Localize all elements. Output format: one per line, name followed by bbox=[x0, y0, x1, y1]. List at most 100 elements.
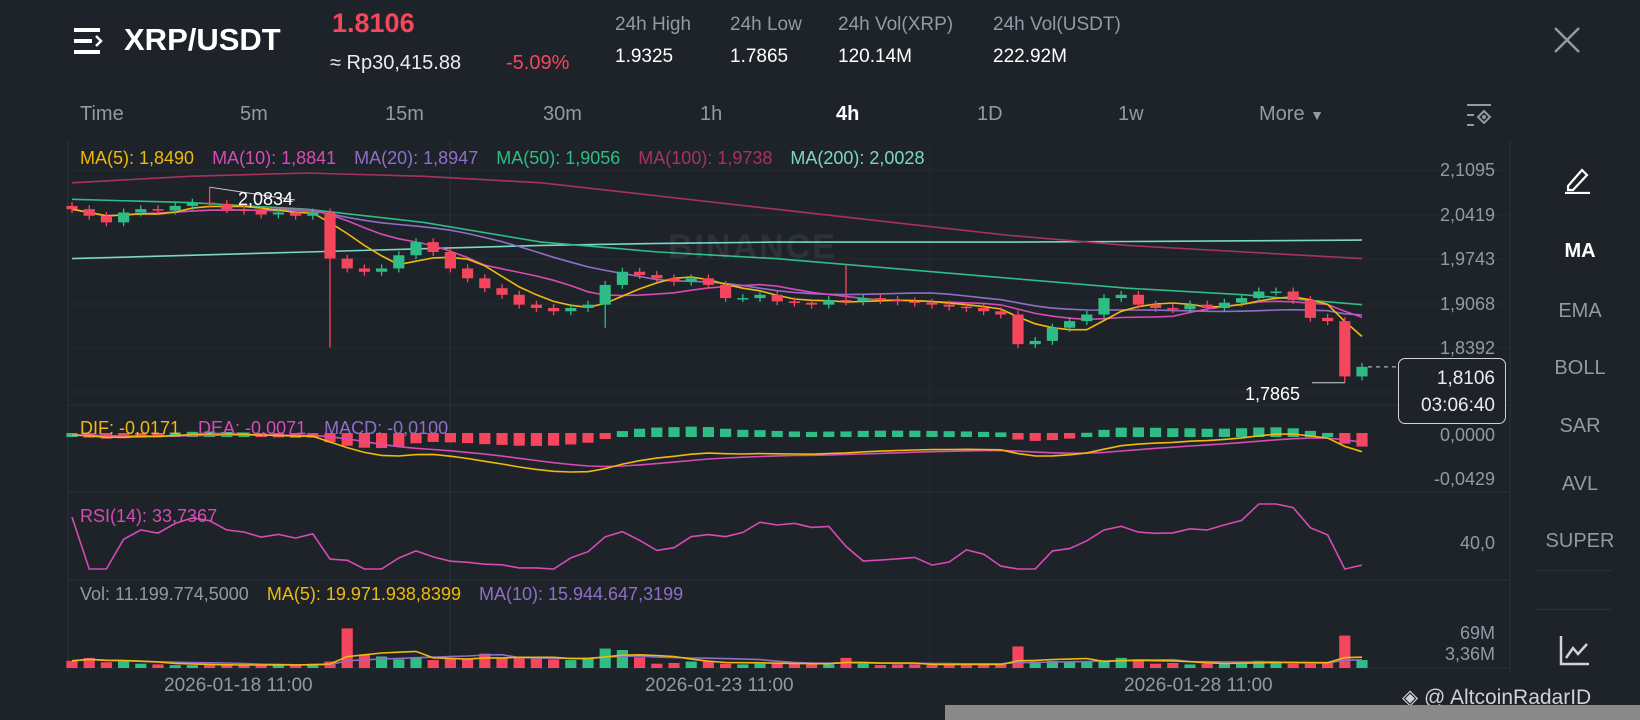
rsi-line bbox=[71, 503, 1363, 570]
macd-bar bbox=[496, 433, 508, 445]
volume-bar bbox=[1270, 662, 1282, 668]
candle-body bbox=[496, 288, 508, 295]
volume-bar bbox=[926, 665, 938, 668]
tab-1d[interactable]: 1D bbox=[977, 103, 1003, 125]
candle-body bbox=[1064, 321, 1076, 328]
volume-bar bbox=[135, 663, 147, 668]
tab-time[interactable]: Time bbox=[80, 103, 124, 125]
last-price-tag: 1,8106 03:06:40 bbox=[1398, 358, 1506, 424]
high-marker: 2,0834 bbox=[238, 189, 294, 209]
ma50-line bbox=[71, 198, 1363, 306]
indicator-sar[interactable]: SAR bbox=[1559, 415, 1601, 437]
macd-bar bbox=[479, 433, 491, 445]
macd-bar bbox=[771, 430, 783, 437]
ma-legend: MA(5): 1,8490 MA(10): 1,8841 MA(20): 1,894… bbox=[80, 148, 942, 169]
date-label: 2026-01-28 11:00 bbox=[1124, 675, 1273, 696]
candle-body bbox=[358, 268, 370, 272]
candle-body bbox=[1339, 321, 1351, 377]
candle-body bbox=[1201, 304, 1213, 308]
price-change: -5.09% bbox=[506, 52, 570, 74]
stat-value-24h-low: 1.7865 bbox=[730, 46, 789, 67]
macd-bar bbox=[1098, 429, 1110, 437]
tab-15m[interactable]: 15m bbox=[385, 103, 424, 125]
macd-bar bbox=[754, 430, 766, 437]
indicator-ma[interactable]: MA bbox=[1564, 240, 1596, 262]
candle-body bbox=[186, 202, 198, 206]
candle-body bbox=[582, 304, 594, 308]
low-marker: 1,7865 bbox=[1245, 384, 1301, 404]
volume-bar bbox=[599, 648, 611, 668]
tab-1w[interactable]: 1w bbox=[1118, 103, 1144, 125]
candle-body bbox=[66, 205, 78, 210]
candle-body bbox=[651, 275, 663, 279]
candle-body bbox=[943, 304, 955, 307]
volume-bar bbox=[152, 664, 164, 668]
macd-bar bbox=[1167, 428, 1179, 437]
candle-body bbox=[1132, 294, 1144, 305]
close-icon[interactable] bbox=[1553, 26, 1581, 59]
legend-item: MA(200): 2,0028 bbox=[790, 148, 925, 168]
chart-settings-icon[interactable] bbox=[1464, 102, 1494, 135]
tab-5m[interactable]: 5m bbox=[240, 103, 268, 125]
candle-body bbox=[1167, 307, 1179, 310]
legend-item: MA(20): 1,8947 bbox=[354, 148, 479, 168]
macd-bar bbox=[651, 427, 663, 437]
candle-body bbox=[806, 302, 818, 305]
legend-item: MA(5): 19.971.938,8399 bbox=[266, 584, 461, 604]
date-label: 2026-01-18 11:00 bbox=[164, 675, 313, 696]
high-marker-line bbox=[209, 186, 296, 201]
tab-30m[interactable]: 30m bbox=[543, 103, 582, 125]
macd-bar bbox=[1064, 433, 1076, 439]
candle-body bbox=[324, 212, 336, 259]
macd-bar bbox=[376, 433, 388, 449]
candle-body bbox=[479, 278, 491, 289]
indicator-avl[interactable]: AVL bbox=[1561, 473, 1599, 495]
credit: ◈ @ AltcoinRadarID bbox=[1402, 685, 1591, 710]
candle-body bbox=[444, 251, 456, 269]
indicator-boll[interactable]: BOLL bbox=[1554, 357, 1606, 379]
volume-bar bbox=[186, 665, 198, 668]
volume-bar bbox=[1201, 663, 1213, 668]
macd-bar bbox=[444, 433, 456, 443]
indicator-chart-icon[interactable] bbox=[1559, 634, 1591, 671]
price-axis-label: 1,8392 bbox=[1439, 338, 1495, 358]
macd-bar bbox=[874, 430, 886, 437]
sidebar-divider bbox=[1536, 609, 1612, 610]
stat-label-vol-xrp: 24h Vol(XRP) bbox=[838, 14, 954, 35]
tab-more[interactable]: More ▼ bbox=[1259, 103, 1324, 126]
legend-item: MACD: -0,0100 bbox=[324, 418, 449, 438]
price-axis-label: 2,1095 bbox=[1439, 160, 1495, 180]
volume-bar bbox=[1218, 662, 1230, 668]
macd-bar bbox=[823, 431, 835, 437]
volume-bar bbox=[341, 628, 353, 668]
candle-body bbox=[1184, 304, 1196, 310]
volume-bar bbox=[410, 657, 422, 668]
volume-bar bbox=[892, 664, 904, 668]
macd-bar bbox=[1253, 427, 1265, 437]
indicator-super[interactable]: SUPER bbox=[1545, 530, 1615, 552]
tab-1h[interactable]: 1h bbox=[700, 103, 723, 125]
volume-bar bbox=[565, 660, 577, 668]
volume-bar bbox=[290, 665, 302, 668]
volume-bar bbox=[221, 665, 233, 668]
draw-tool-icon[interactable] bbox=[1562, 164, 1592, 199]
indicator-ema[interactable]: EMA bbox=[1558, 300, 1602, 322]
candle-body bbox=[1253, 291, 1265, 299]
volume-bar bbox=[204, 664, 216, 668]
volume-bar bbox=[1339, 635, 1351, 668]
tab-4h[interactable]: 4h bbox=[836, 103, 860, 125]
candle-body bbox=[634, 271, 646, 276]
macd-bar bbox=[840, 431, 852, 437]
volume-bar bbox=[1184, 664, 1196, 668]
pair-title[interactable]: XRP/USDT bbox=[124, 22, 281, 57]
volume-bar bbox=[530, 658, 542, 668]
volume-bar bbox=[616, 650, 628, 668]
volume-bar bbox=[358, 655, 370, 668]
candle-body bbox=[788, 301, 800, 303]
macd-bar bbox=[169, 432, 181, 437]
candle-body bbox=[771, 294, 783, 302]
volume-bar bbox=[462, 659, 474, 668]
menu-icon[interactable] bbox=[74, 26, 104, 56]
macd-bar bbox=[1322, 432, 1334, 437]
